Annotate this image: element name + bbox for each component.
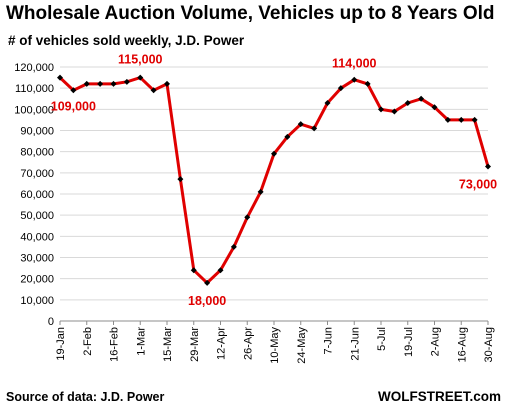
- data-label: 115,000: [118, 53, 163, 67]
- x-tick-label: 10-May: [269, 327, 281, 364]
- data-point: [311, 125, 318, 132]
- x-tick-label: 26-Apr: [242, 327, 254, 360]
- x-tick-label: 5-Jul: [376, 327, 388, 351]
- data-point: [110, 80, 117, 87]
- y-tick-label: 70,000: [20, 168, 54, 180]
- data-point: [230, 243, 237, 250]
- data-point: [57, 74, 63, 81]
- chart-title: Wholesale Auction Volume, Vehicles up to…: [6, 3, 495, 24]
- brand-label: WOLFSTREET.com: [377, 389, 501, 404]
- data-point: [217, 267, 224, 274]
- annotations: 109,000 115,000 18,000 114,000 73,000: [51, 53, 497, 308]
- x-tick-label: 7-Jun: [323, 327, 335, 355]
- gridlines: [60, 66, 488, 301]
- data-point: [485, 163, 491, 170]
- x-tick-label: 30-Aug: [483, 327, 495, 362]
- data-point: [444, 116, 451, 123]
- data-point: [97, 80, 104, 87]
- data-point: [244, 214, 251, 221]
- y-tick-label: 20,000: [20, 274, 54, 286]
- series: [57, 74, 491, 286]
- data-point: [284, 133, 291, 140]
- data-point: [337, 85, 344, 92]
- x-tick-label: 16-Aug: [456, 327, 468, 362]
- x-tick-label: 2-Feb: [82, 327, 94, 356]
- data-point: [83, 80, 90, 87]
- data-point: [458, 116, 465, 123]
- data-label: 18,000: [188, 294, 226, 308]
- x-tick-label: 24-May: [296, 327, 308, 364]
- y-tick-label: 120,000: [14, 62, 54, 74]
- data-point: [351, 76, 358, 83]
- source-note: Source of data: J.D. Power: [6, 390, 165, 404]
- x-tick-label: 19-Jan: [55, 327, 67, 361]
- series-line: [58, 76, 490, 285]
- data-point: [123, 78, 130, 85]
- data-point: [324, 99, 331, 106]
- data-point: [204, 279, 211, 286]
- y-tick-label: 30,000: [20, 253, 54, 265]
- x-tick-label: 16-Feb: [109, 327, 121, 362]
- y-tick-label: 40,000: [20, 231, 54, 243]
- data-point: [70, 87, 77, 94]
- data-point: [391, 108, 398, 115]
- data-point: [164, 80, 170, 87]
- data-point: [177, 176, 184, 183]
- y-tick-label: 80,000: [20, 147, 54, 159]
- data-point: [190, 267, 197, 274]
- y-tick-label: 0: [48, 316, 54, 328]
- x-tick-label: 21-Jun: [349, 327, 361, 361]
- data-label: 73,000: [459, 177, 497, 191]
- x-tick-label: 1-Mar: [135, 327, 147, 356]
- data-point: [137, 74, 144, 81]
- chart-subtitle: # of vehicles sold weekly, J.D. Power: [8, 33, 245, 48]
- data-point: [471, 116, 478, 123]
- y-tick-label: 60,000: [20, 189, 54, 201]
- x-tick-label: 12-Apr: [216, 327, 228, 360]
- data-point: [404, 99, 411, 106]
- x-tick-label: 15-Mar: [162, 327, 174, 362]
- y-tick-label: 50,000: [20, 210, 54, 222]
- data-point: [418, 95, 425, 102]
- data-point: [150, 87, 157, 94]
- y-tick-label: 90,000: [20, 126, 54, 138]
- data-label: 109,000: [51, 99, 96, 113]
- data-point: [271, 150, 277, 157]
- x-axis-ticks: 19-Jan 2-Feb 16-Feb 1-Mar 15-Mar 29-Mar 12-Apr…: [55, 321, 495, 364]
- data-point: [257, 188, 264, 195]
- x-tick-label: 2-Aug: [430, 327, 442, 356]
- x-tick-label: 29-Mar: [189, 327, 201, 362]
- y-tick-label: 10,000: [20, 295, 54, 307]
- data-point: [378, 106, 384, 113]
- y-axis-ticks: 0 10,000 20,000 30,000 40,000 50,000 60,000 70,…: [14, 62, 54, 328]
- data-point: [297, 121, 304, 128]
- data-point: [431, 104, 438, 111]
- data-label: 114,000: [332, 57, 377, 71]
- x-tick-label: 19-Jul: [403, 327, 415, 357]
- data-point: [364, 80, 371, 87]
- y-tick-label: 100,000: [14, 104, 54, 116]
- y-tick-label: 110,000: [15, 83, 54, 95]
